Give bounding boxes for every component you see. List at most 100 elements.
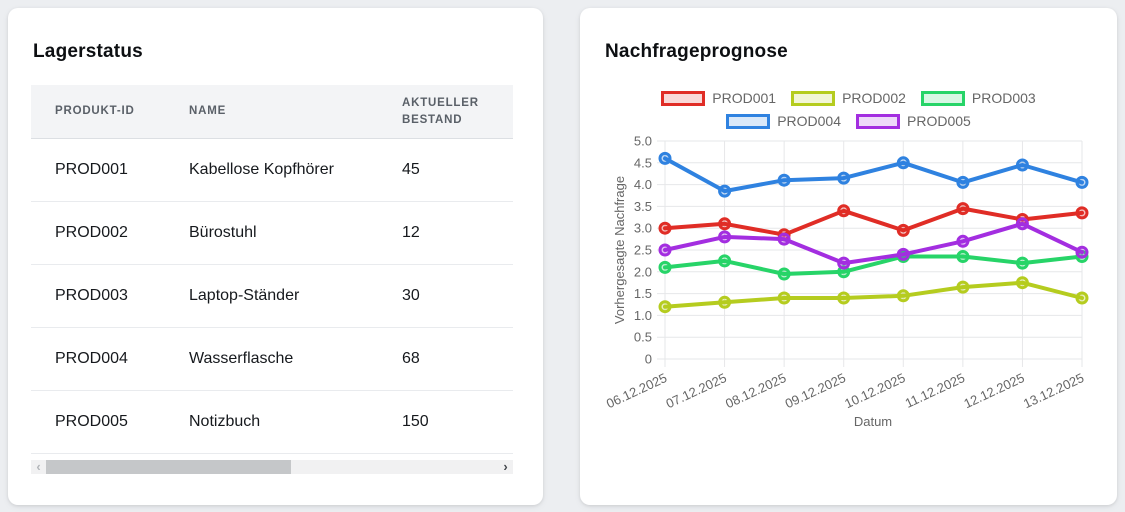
table-row: PROD001 Kabellose Kopfhörer 45	[31, 138, 513, 203]
legend-swatch-icon	[920, 90, 965, 106]
legend-label: PROD001	[712, 90, 777, 106]
data-point-PROD004	[956, 175, 970, 189]
chart-series	[658, 151, 1089, 314]
data-point-PROD003	[956, 250, 970, 263]
inventory-table: PRODUKT-ID NAME AKTUELLER BESTAND PROD00…	[31, 85, 513, 455]
data-point-PROD005	[896, 247, 910, 261]
y-tick-label: 3.0	[634, 221, 652, 236]
legend-item-PROD003[interactable]: PROD003	[920, 90, 1036, 106]
legend-label: PROD002	[842, 90, 906, 106]
table-row: PROD005 Notizbuch 150	[31, 390, 513, 455]
data-point-PROD005	[1075, 245, 1089, 259]
y-tick-label: 3.5	[634, 199, 652, 214]
column-header-current-stock: AKTUELLER BESTAND	[378, 85, 513, 140]
cell-current-stock: 68	[378, 327, 513, 392]
data-point-PROD004	[896, 156, 910, 170]
cell-product-id: PROD002	[31, 201, 165, 266]
x-axis-title: Datum	[854, 414, 892, 429]
data-point-PROD004	[718, 184, 732, 198]
legend-label: PROD005	[907, 113, 971, 129]
cell-product-id: PROD001	[31, 138, 165, 203]
cell-product-id: PROD005	[31, 390, 165, 455]
y-tick-label: 0	[645, 352, 652, 367]
series-line-PROD003	[663, 254, 1084, 276]
data-point-PROD003	[777, 267, 791, 281]
cell-product-id: PROD004	[31, 327, 165, 392]
forecast-line-chart: 0 0.5 1.0 1.5 2.0 2.5 3.0 3.5 4.0 4.5 5.0 06.12.202…	[604, 134, 1089, 429]
data-point-PROD001	[896, 223, 910, 237]
table-row: PROD003 Laptop-Ständer 30	[31, 264, 513, 329]
data-point-PROD001	[1075, 206, 1089, 220]
column-header-product-id: PRODUKT-ID	[31, 85, 165, 140]
data-point-PROD003	[658, 260, 672, 274]
data-point-PROD004	[1075, 175, 1089, 189]
data-point-PROD001	[658, 221, 672, 235]
series-line-PROD001	[663, 206, 1084, 237]
series-line-PROD005	[663, 221, 1084, 266]
y-tick-label: 2.0	[634, 264, 652, 279]
legend-swatch-icon	[791, 90, 836, 106]
series-line-PROD004	[663, 156, 1084, 194]
x-tick-label: 09.12.2025	[783, 370, 848, 411]
y-tick-label: 4.0	[634, 177, 652, 192]
data-point-PROD001	[956, 202, 970, 216]
legend-swatch-icon	[726, 113, 771, 129]
x-tick-label: 08.12.2025	[723, 370, 788, 411]
data-point-PROD002	[1015, 276, 1029, 290]
cell-current-stock: 30	[378, 264, 513, 329]
legend-swatch-icon	[856, 113, 900, 129]
forecast-card-title: Nachfrageprognose	[605, 41, 788, 62]
data-point-PROD004	[777, 173, 791, 187]
scroll-left-icon[interactable]: ‹	[36, 459, 41, 474]
data-point-PROD004	[658, 151, 672, 165]
chart-grid	[657, 140, 1083, 367]
y-tick-label: 2.5	[634, 243, 652, 258]
data-point-PROD004	[1015, 158, 1029, 172]
cell-product-name: Wasserflasche	[165, 327, 378, 392]
data-point-PROD002	[837, 291, 851, 305]
data-point-PROD003	[1015, 256, 1029, 270]
data-point-PROD005	[718, 230, 732, 244]
y-tick-label: 4.5	[634, 155, 652, 170]
data-point-PROD003	[718, 254, 732, 268]
y-tick-label: 1.5	[634, 286, 652, 301]
x-tick-label: 07.12.2025	[664, 370, 729, 411]
cell-current-stock: 45	[378, 138, 513, 203]
legend-item-PROD004[interactable]: PROD004	[726, 113, 841, 129]
legend-item-PROD001[interactable]: PROD001	[661, 90, 776, 106]
cell-product-name: Laptop-Ständer	[165, 264, 378, 329]
x-tick-label: 11.12.2025	[903, 370, 967, 411]
x-tick-label: 13.12.2025	[1021, 370, 1086, 411]
horizontal-scrollbar[interactable]: ‹ ›	[31, 460, 513, 474]
legend-row: PROD004 PROD005	[726, 113, 971, 129]
x-tick-label: 10.12.2025	[842, 370, 907, 411]
y-axis-title: Vorhergesagte Nachfrage	[612, 176, 627, 324]
data-point-PROD005	[777, 232, 791, 246]
cell-product-name: Notizbuch	[165, 390, 378, 455]
data-point-PROD001	[718, 217, 732, 231]
data-point-PROD004	[837, 171, 851, 185]
legend-item-PROD002[interactable]: PROD002	[791, 90, 906, 106]
legend-label: PROD003	[971, 90, 1036, 106]
cell-product-id: PROD003	[31, 264, 165, 329]
x-tick-label: 06.12.2025	[604, 370, 669, 411]
data-point-PROD005	[837, 256, 851, 270]
scroll-right-icon[interactable]: ›	[503, 459, 508, 474]
y-tick-label: 1.0	[634, 308, 652, 323]
cell-product-name: Bürostuhl	[165, 201, 378, 266]
forecast-card: Nachfrageprognose PROD001 PROD002 PROD00…	[580, 8, 1117, 505]
inventory-table-header: PRODUKT-ID NAME AKTUELLER BESTAND	[31, 85, 513, 140]
chart-legend: PROD001 PROD002 PROD003 PROD004 PROD005	[580, 90, 1117, 129]
data-point-PROD001	[837, 204, 851, 218]
series-line-PROD002	[663, 280, 1084, 309]
legend-item-PROD005[interactable]: PROD005	[856, 113, 971, 129]
inventory-card-title: Lagerstatus	[33, 41, 143, 62]
data-point-PROD005	[956, 234, 970, 248]
inventory-card: Lagerstatus PRODUKT-ID NAME AKTUELLER BE…	[8, 8, 543, 505]
cell-current-stock: 150	[378, 390, 513, 455]
legend-row: PROD001 PROD002 PROD003	[661, 90, 1036, 106]
scrollbar-thumb[interactable]	[46, 460, 291, 474]
data-point-PROD002	[777, 291, 791, 305]
data-point-PROD002	[1075, 291, 1089, 305]
data-point-PROD005	[658, 243, 672, 257]
